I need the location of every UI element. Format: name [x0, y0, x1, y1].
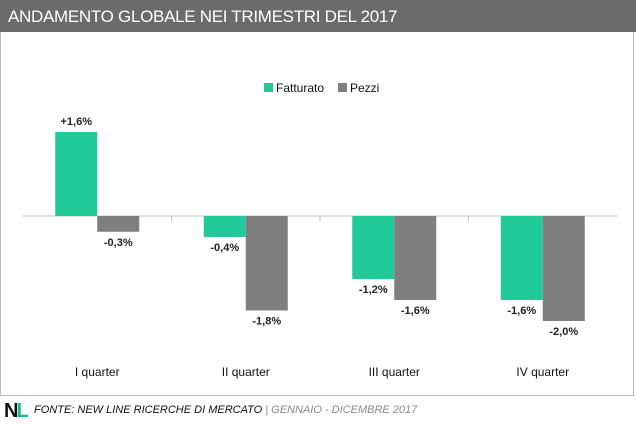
bar-pezzi-2: [245, 216, 288, 311]
footer: NL FONTE: NEW LINE RICERCHE DI MERCATO |…: [0, 400, 636, 424]
bar-fatturato-1: [55, 132, 98, 216]
newline-logo: NL: [4, 400, 29, 422]
page-title: ANDAMENTO GLOBALE NEI TRIMESTRI DEL 2017: [8, 7, 398, 26]
source-name: NEW LINE RICERCHE DI MERCATO: [77, 404, 263, 416]
data-label-pezzi-4: -2,0%: [549, 326, 578, 338]
bar-fatturato-2: [203, 216, 246, 237]
data-label-pezzi-1: -0,3%: [104, 237, 133, 249]
data-label-fatturato-2: -0,4%: [210, 242, 239, 254]
source-note: FONTE: NEW LINE RICERCHE DI MERCATO | GE…: [34, 404, 417, 416]
bar-fatturato-4: [500, 216, 543, 300]
source-label: FONTE:: [34, 404, 75, 416]
category-label-3: III quarter: [369, 365, 420, 379]
bar-fatturato-3: [352, 216, 395, 279]
data-label-fatturato-4: -1,6%: [507, 305, 536, 317]
data-label-pezzi-2: -1,8%: [252, 316, 281, 328]
data-label-fatturato-3: -1,2%: [359, 284, 388, 296]
legend-swatch-pezzi: [338, 83, 347, 92]
category-label-4: IV quarter: [516, 365, 569, 379]
bar-pezzi-4: [542, 216, 585, 321]
legend-swatch-fatturato: [264, 83, 273, 92]
legend-label-pezzi: Pezzi: [350, 81, 379, 95]
bar-chart: Fatturato Pezzi +1,6% -0,3% I quarter -0,4% -1…: [23, 81, 617, 379]
category-label-1: I quarter: [75, 365, 120, 379]
source-period: GENNAIO - DICEMBRE 2017: [271, 404, 418, 416]
data-label-pezzi-3: -1,6%: [401, 305, 430, 317]
category-label-2: II quarter: [222, 365, 270, 379]
title-bar: ANDAMENTO GLOBALE NEI TRIMESTRI DEL 2017: [0, 0, 636, 32]
data-label-fatturato-1: +1,6%: [61, 116, 93, 128]
source-separator: |: [265, 404, 269, 416]
bar-pezzi-1: [97, 216, 140, 232]
bar-pezzi-3: [394, 216, 437, 300]
legend-label-fatturato: Fatturato: [276, 81, 324, 95]
chart-frame: Fatturato Pezzi +1,6% -0,3% I quarter -0,4% -1…: [0, 32, 634, 396]
